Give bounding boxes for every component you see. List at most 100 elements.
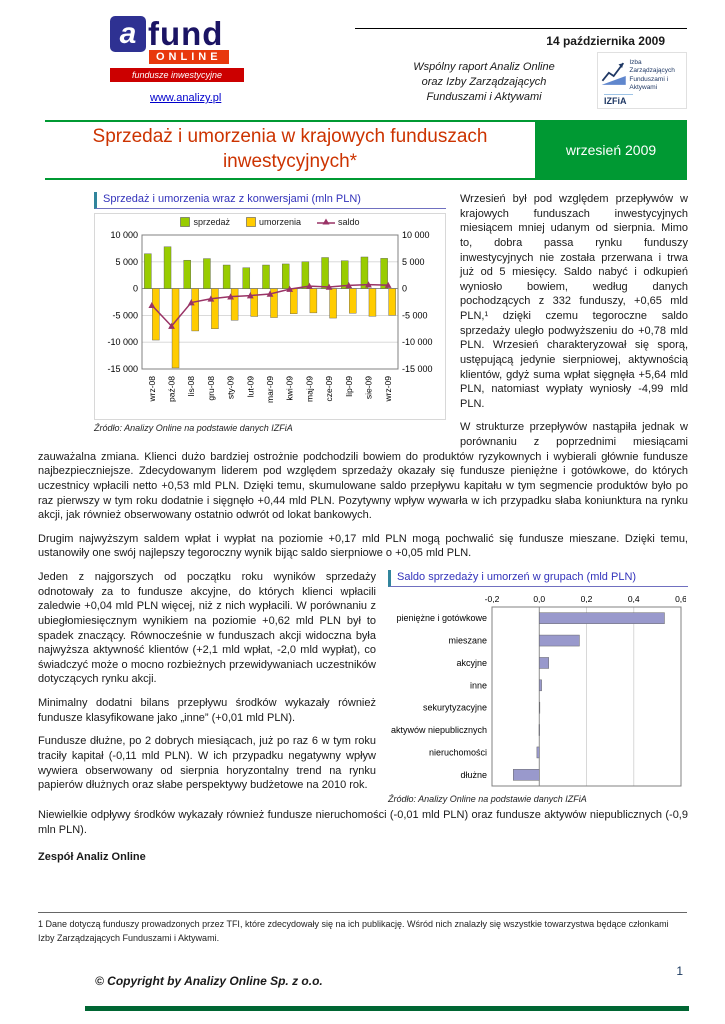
legend-swatch-icon: [180, 217, 191, 227]
svg-text:inne: inne: [470, 680, 487, 690]
report-date: 14 października 2009: [546, 34, 665, 48]
svg-text:-15 000: -15 000: [402, 364, 433, 374]
chart2-plot: -0,2 0,0 0,2 0,4 0,6 pieniężne i gotówkowe mie…: [388, 591, 688, 791]
chart2-svg: -0,2 0,0 0,2 0,4 0,6 pieniężne i gotówkowe mie…: [391, 594, 686, 787]
svg-text:sty-09: sty-09: [226, 376, 236, 399]
svg-text:10 000: 10 000: [110, 230, 138, 240]
svg-text:-5 000: -5 000: [112, 310, 138, 320]
svg-text:pieniężne i gotówkowe: pieniężne i gotówkowe: [396, 613, 487, 623]
legend-label: saldo: [338, 217, 360, 227]
paragraph-7: Niewielkie odpływy środków wykazały równ…: [38, 809, 688, 836]
paragraph-4: Jeden z najgorszych od początku roku wyn…: [38, 571, 376, 686]
analizy-online-logo[interactable]: a fund ONLINE fundusze inwestycyjne www.…: [110, 16, 250, 104]
website-link[interactable]: www.analizy.pl: [150, 92, 222, 104]
svg-text:wrz-09: wrz-09: [383, 376, 393, 403]
izfia-logo: Izba Zarządzających Funduszami i Aktywam…: [597, 52, 687, 109]
bars-umorzenia: [152, 288, 396, 369]
svg-text:10 000: 10 000: [402, 230, 430, 240]
subtitle-line: Wspólny raport Analiz Online: [413, 61, 555, 73]
subtitle-line: Funduszami i Aktywami: [426, 90, 542, 103]
svg-text:-5 000: -5 000: [402, 310, 428, 320]
izfia-abbr: IZFiA: [604, 93, 633, 106]
legend-item: saldo: [317, 217, 360, 227]
chart2-title: Saldo sprzedaży i umorzeń w grupach (mld…: [388, 570, 688, 587]
izfia-name-line: Izba Zarządzających: [629, 59, 675, 75]
svg-text:akcyjne: akcyjne: [456, 658, 487, 668]
izfia-chart-icon: [601, 62, 626, 85]
svg-text:dłużne: dłużne: [460, 770, 487, 780]
svg-text:aktywów niepublicznych: aktywów niepublicznych: [391, 725, 487, 735]
y-axis-labels: 10 000 10 000 5 000 5 000 0 0 -5 000 -5 000 -10 …: [107, 230, 432, 374]
logo-fund-text: fund: [148, 15, 224, 52]
paragraph-5: Minimalny dodatni bilans przepływu środk…: [38, 697, 376, 724]
svg-text:5 000: 5 000: [115, 257, 138, 267]
chart1-title: Sprzedaż i umorzenia wraz z konwersjami …: [94, 192, 446, 209]
izfia-name: Izba Zarządzających Funduszami i Aktywam…: [629, 59, 684, 93]
svg-text:cze-09: cze-09: [324, 376, 334, 402]
period-badge: wrzesień 2009: [535, 122, 687, 178]
gridlines: [491, 607, 682, 786]
chart1-frame: sprzedaż umorzenia saldo 10 000 10 000 5 000…: [94, 213, 446, 420]
x-axis-labels: wrz-08 paź-08 lis-08 gru-08 sty-09 lut-09 mar-…: [147, 376, 393, 403]
svg-text:gru-08: gru-08: [206, 376, 216, 401]
svg-text:-0,2: -0,2: [485, 594, 500, 604]
subtitle-line: oraz Izby Zarządzających: [421, 75, 547, 88]
svg-text:0,4: 0,4: [628, 594, 640, 604]
section-group-balance: Saldo sprzedaży i umorzeń w grupach (mld…: [38, 570, 688, 808]
svg-text:mieszane: mieszane: [448, 636, 487, 646]
signature: Zespół Analiz Online: [38, 851, 146, 864]
svg-text:kwi-09: kwi-09: [285, 376, 295, 401]
paragraph-2: W strukturze przepływów nastąpiła jednak…: [38, 421, 688, 522]
svg-text:0,0: 0,0: [533, 594, 545, 604]
report-subtitle: Wspólny raport Analiz Online oraz Izby Z…: [375, 60, 593, 105]
logo-tagline: fundusze inwestycyjne: [110, 68, 244, 82]
svg-text:5 000: 5 000: [402, 257, 425, 267]
svg-text:0: 0: [402, 284, 407, 294]
legend-item: sprzedaż: [180, 217, 230, 227]
svg-text:sekurytyzacyjne: sekurytyzacyjne: [423, 703, 487, 713]
svg-text:lut-09: lut-09: [245, 376, 255, 398]
group-balance-chart: Saldo sprzedaży i umorzeń w grupach (mld…: [388, 570, 688, 804]
svg-text:-10 000: -10 000: [107, 337, 138, 347]
svg-text:wrz-08: wrz-08: [147, 376, 157, 403]
svg-text:0,2: 0,2: [581, 594, 593, 604]
bars-sprzedaz: [144, 246, 388, 289]
page-title: Sprzedaż i umorzenia w krajowych fundusz…: [92, 126, 488, 172]
svg-text:-15 000: -15 000: [107, 364, 138, 374]
paragraph-6: Fundusze dłużne, po 2 dobrych miesiącach…: [38, 735, 376, 792]
chart1-svg: 10 000 10 000 5 000 5 000 0 0 -5 000 -5 000 -10 …: [107, 230, 432, 403]
paragraph-3: Drugim najwyższym saldem wpłat i wypłat …: [38, 532, 688, 560]
legend-label: umorzenia: [258, 217, 302, 227]
svg-text:sie-09: sie-09: [363, 376, 373, 399]
page-number: 1: [676, 964, 683, 978]
logo-row: a fund: [110, 16, 250, 52]
svg-text:lip-09: lip-09: [344, 376, 354, 397]
paragraph-1: Wrzesień był pod względem przepływów w k…: [460, 193, 688, 410]
copyright: © Copyright by Analizy Online Sp. z o.o.: [95, 974, 323, 988]
legend-item: umorzenia: [246, 217, 301, 227]
gridlines: [142, 234, 398, 370]
footnote: 1 Dane dotyczą funduszy prowadzonych prz…: [38, 912, 687, 945]
header-divider: [355, 28, 687, 29]
legend-swatch-icon: [317, 218, 336, 225]
chart1-plot: 10 000 10 000 5 000 5 000 0 0 -5 000 -5 000 -10 …: [95, 227, 445, 419]
main-content: Sprzedaż i umorzenia wraz z konwersjami …: [38, 192, 688, 874]
svg-text:maj-09: maj-09: [304, 376, 314, 402]
svg-text:paź-08: paź-08: [167, 376, 177, 402]
legend-label: sprzedaż: [193, 217, 230, 227]
chart2-source: Źródło: Analizy Online na podstawie dany…: [388, 794, 587, 804]
x-axis-labels: -0,2 0,0 0,2 0,4 0,6: [485, 594, 686, 604]
svg-text:0,6: 0,6: [675, 594, 686, 604]
chart1-source: Źródło: Analizy Online na podstawie dany…: [94, 423, 293, 433]
section-monthly-flows: Sprzedaż i umorzenia wraz z konwersjami …: [38, 192, 688, 532]
izfia-name-line: Funduszami i Aktywami: [629, 75, 669, 92]
saldo-line: [148, 281, 392, 329]
logo-a-icon: a: [110, 16, 146, 52]
legend-swatch-icon: [246, 217, 256, 227]
svg-text:lis-08: lis-08: [186, 376, 196, 397]
sales-redemptions-chart: Sprzedaż i umorzenia wraz z konwersjami …: [94, 192, 446, 433]
title-block: Sprzedaż i umorzenia w krajowych fundusz…: [45, 120, 687, 180]
svg-text:nieruchomości: nieruchomości: [429, 747, 487, 757]
bottom-bar: [85, 1006, 689, 1011]
